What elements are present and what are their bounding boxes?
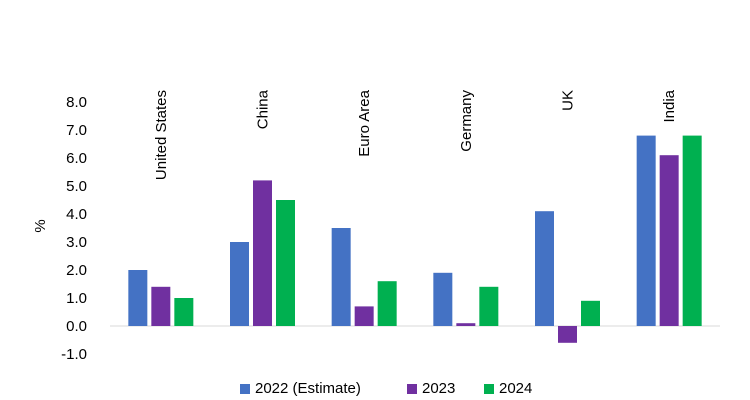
bar-germany-2023 xyxy=(456,323,476,326)
bar-china-2022-estimate xyxy=(230,242,249,326)
y-tick-label: 2.0 xyxy=(66,262,87,279)
legend-swatch xyxy=(407,384,417,394)
category-label: Euro Area xyxy=(356,89,373,156)
y-tick-label: 0.0 xyxy=(66,318,87,335)
bar-china-2023 xyxy=(253,180,272,326)
legend-label: 2023 xyxy=(422,380,455,397)
bar-uk-2022-estimate xyxy=(535,211,554,326)
bar-uk-2024 xyxy=(581,300,600,326)
category-label: China xyxy=(255,89,272,129)
bar-euro-area-2024 xyxy=(377,281,397,326)
bar-united-states-2023 xyxy=(151,286,171,326)
y-tick-label: 8.0 xyxy=(66,94,87,111)
category-label: Germany xyxy=(458,90,475,152)
legend-swatch xyxy=(484,384,494,394)
y-tick-labels: -1.0 0.0 1.0 2.0 3.0 4.0 5.0 6.0 7.0 8.0 xyxy=(61,94,87,363)
y-tick-label: -1.0 xyxy=(61,346,87,363)
y-tick-label: 6.0 xyxy=(66,150,87,167)
category-label: United States xyxy=(153,90,170,180)
category-label: UK xyxy=(560,90,577,111)
y-tick-label: 1.0 xyxy=(66,290,87,307)
legend-swatch xyxy=(240,384,250,394)
bar-germany-2022-estimate xyxy=(433,272,453,326)
bar-uk-2023 xyxy=(558,326,577,343)
bar-india-2024 xyxy=(682,135,702,326)
bar-india-2022-estimate xyxy=(636,135,656,326)
bar-india-2023 xyxy=(659,155,679,326)
legend-label: 2022 (Estimate) xyxy=(255,380,361,397)
y-axis-label: % xyxy=(32,219,49,232)
y-tick-label: 3.0 xyxy=(66,234,87,251)
category-label: India xyxy=(661,89,678,122)
bar-united-states-2022-estimate xyxy=(128,270,148,326)
bar-germany-2024 xyxy=(479,286,499,326)
legend-label: 2024 xyxy=(499,380,532,397)
bars-group xyxy=(128,135,702,343)
y-tick-label: 4.0 xyxy=(66,206,87,223)
legend: 2022 (Estimate) 2023 2024 xyxy=(240,380,532,397)
bar-euro-area-2022-estimate xyxy=(331,228,351,326)
bar-euro-area-2023 xyxy=(354,306,374,326)
category-labels: United States China Euro Area Germany UK Indi… xyxy=(153,89,678,180)
bar-united-states-2024 xyxy=(174,298,194,326)
bar-china-2024 xyxy=(276,200,295,326)
y-tick-label: 7.0 xyxy=(66,122,87,139)
y-tick-label: 5.0 xyxy=(66,178,87,195)
